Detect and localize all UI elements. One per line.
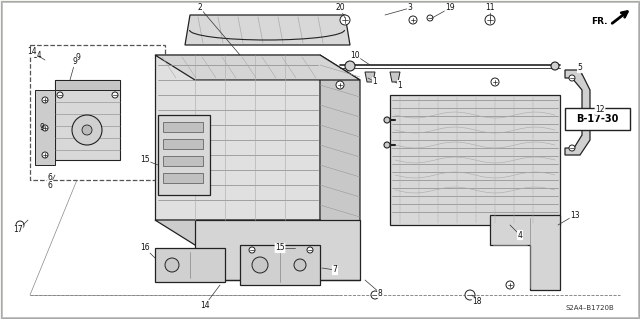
Text: 5: 5	[577, 63, 582, 72]
Polygon shape	[35, 90, 55, 165]
Polygon shape	[55, 80, 120, 90]
Text: 6: 6	[48, 174, 53, 182]
Text: 14: 14	[200, 300, 210, 309]
Circle shape	[336, 81, 344, 89]
Circle shape	[249, 247, 255, 253]
Circle shape	[506, 281, 514, 289]
Text: S2A4–B1720B: S2A4–B1720B	[566, 305, 614, 311]
Bar	[163, 156, 203, 166]
Text: 20: 20	[335, 4, 345, 12]
Circle shape	[371, 291, 379, 299]
Text: 11: 11	[485, 4, 495, 12]
Circle shape	[551, 62, 559, 70]
Bar	[390, 95, 560, 225]
Text: 19: 19	[445, 4, 455, 12]
Circle shape	[252, 257, 268, 273]
Circle shape	[82, 125, 92, 135]
Text: 3: 3	[408, 4, 412, 12]
Text: 1: 1	[372, 78, 378, 86]
Text: FR.: FR.	[591, 18, 608, 26]
Polygon shape	[490, 215, 560, 290]
Text: 2: 2	[198, 4, 202, 12]
Polygon shape	[365, 72, 375, 82]
Text: 9: 9	[40, 123, 45, 132]
Text: 14: 14	[32, 50, 42, 60]
Text: 17: 17	[13, 226, 23, 234]
Circle shape	[569, 75, 575, 81]
Circle shape	[112, 92, 118, 98]
Bar	[163, 139, 203, 149]
Polygon shape	[195, 220, 360, 280]
Circle shape	[72, 115, 102, 145]
FancyBboxPatch shape	[565, 108, 630, 130]
Text: 16: 16	[140, 243, 150, 253]
Text: 4: 4	[518, 231, 522, 240]
Circle shape	[384, 117, 390, 123]
Bar	[163, 122, 203, 132]
Circle shape	[491, 78, 499, 86]
Text: 7: 7	[333, 265, 337, 275]
Polygon shape	[155, 220, 360, 245]
Bar	[30, 45, 165, 180]
Text: 1: 1	[397, 80, 403, 90]
Circle shape	[294, 259, 306, 271]
Text: 18: 18	[472, 298, 482, 307]
Text: 12: 12	[595, 106, 605, 115]
Polygon shape	[390, 72, 400, 82]
Polygon shape	[320, 55, 360, 245]
Circle shape	[57, 92, 63, 98]
Circle shape	[42, 125, 48, 131]
Polygon shape	[155, 248, 225, 282]
Bar	[163, 173, 203, 183]
Circle shape	[42, 152, 48, 158]
Circle shape	[16, 221, 24, 229]
Circle shape	[485, 15, 495, 25]
Circle shape	[409, 16, 417, 24]
Text: 9: 9	[72, 57, 77, 66]
Polygon shape	[565, 70, 590, 155]
Circle shape	[427, 15, 433, 21]
Text: 15: 15	[140, 155, 150, 165]
Text: 13: 13	[570, 211, 580, 219]
Circle shape	[307, 247, 313, 253]
Circle shape	[345, 61, 355, 71]
Polygon shape	[155, 55, 360, 80]
Text: 6: 6	[47, 181, 52, 189]
Circle shape	[340, 15, 350, 25]
Polygon shape	[240, 245, 320, 285]
Circle shape	[165, 258, 179, 272]
Circle shape	[569, 145, 575, 151]
Text: 8: 8	[378, 288, 382, 298]
Polygon shape	[55, 80, 120, 160]
Circle shape	[384, 142, 390, 148]
Circle shape	[465, 290, 475, 300]
Polygon shape	[158, 115, 210, 195]
Text: 14: 14	[27, 48, 37, 56]
Polygon shape	[185, 15, 350, 45]
Polygon shape	[155, 55, 320, 220]
Circle shape	[42, 97, 48, 103]
Text: 15: 15	[275, 243, 285, 253]
Text: B-17-30: B-17-30	[576, 114, 618, 124]
Text: 9: 9	[75, 54, 80, 63]
Text: 10: 10	[350, 50, 360, 60]
